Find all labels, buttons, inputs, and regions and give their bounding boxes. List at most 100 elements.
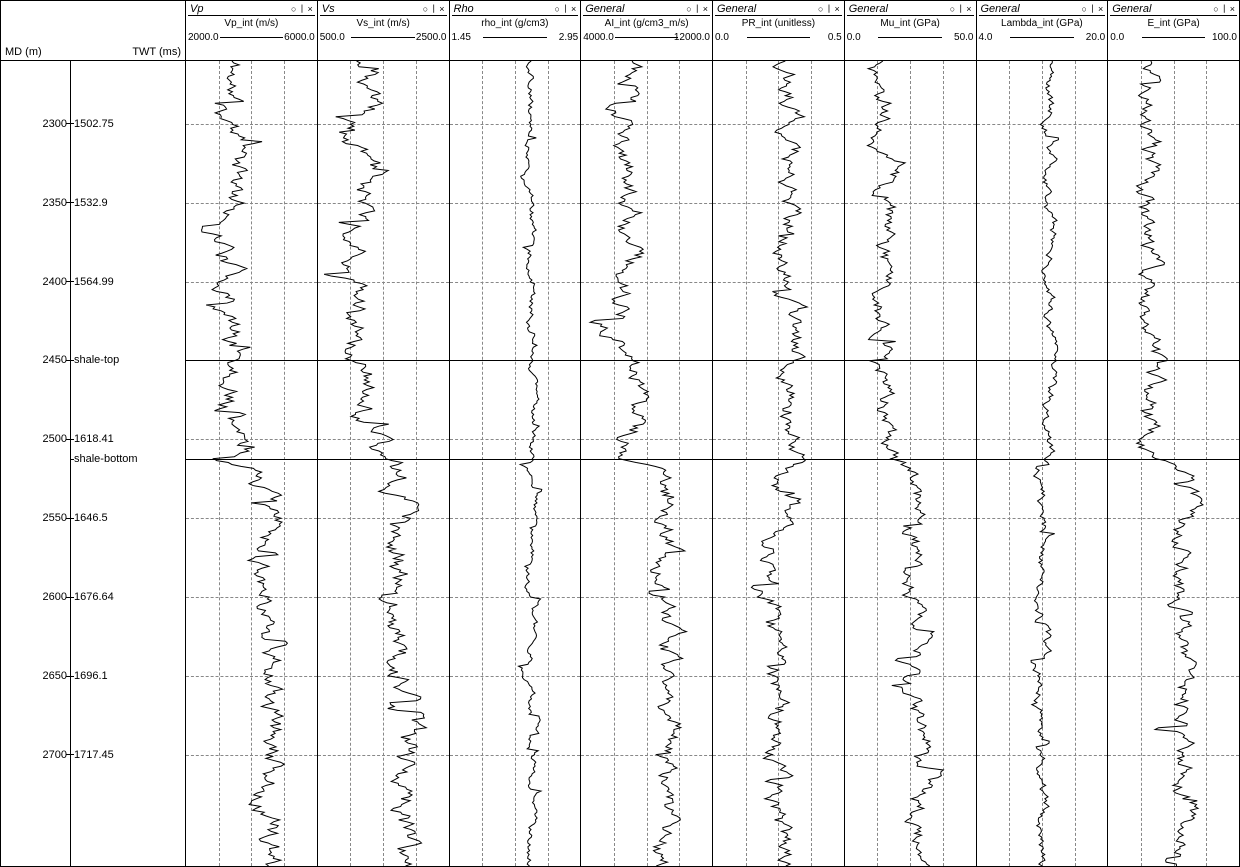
curve-label: Vs_int (m/s) [320, 16, 447, 30]
track-body[interactable] [713, 61, 844, 866]
scale-max: 100.0 [1212, 32, 1237, 43]
scale-min: 4000.0 [583, 32, 614, 43]
curve-label: E_int (GPa) [1110, 16, 1237, 30]
scale-min: 0.0 [1110, 32, 1124, 43]
track-body[interactable] [318, 61, 449, 866]
track-rho_int: Rho ○丨×rho_int (g/cm3) 1.45 2.95 [450, 1, 582, 866]
track-body[interactable] [581, 61, 712, 866]
track-title: Vs [320, 3, 335, 15]
track-body[interactable] [977, 61, 1108, 866]
track-title: General [583, 3, 624, 15]
log-curve [845, 61, 976, 866]
scale-row: 4000.012000.0 [583, 30, 710, 44]
scale-min: 0.0 [847, 32, 861, 43]
scale-max: 6000.0 [284, 32, 315, 43]
track-Vs_int: Vs ○丨×Vs_int (m/s) 500.0 2500.0 [318, 1, 450, 866]
twt-tick: 1618.41 [71, 433, 185, 445]
track-body[interactable] [186, 61, 317, 866]
track-header: General○丨×PR_int (unitless)0.00.5 [713, 1, 844, 61]
track-control-icons[interactable]: ○丨× [686, 2, 710, 15]
scale-row: 0.0 0.5 [715, 30, 842, 44]
twt-tick: 1717.45 [71, 749, 185, 761]
log-curve [581, 61, 712, 866]
track-body[interactable] [845, 61, 976, 866]
track-header: Rho ○丨×rho_int (g/cm3) 1.45 2.95 [450, 1, 581, 61]
track-AI_int: General ○丨×AI_int (g/cm3_m/s)4000.012000.… [581, 1, 713, 866]
track-E_int: General ○丨×E_int (GPa) 0.0 100.0 [1108, 1, 1239, 866]
scale-min: 4.0 [979, 32, 993, 43]
track-title: General [1110, 3, 1151, 15]
track-header: General ○丨×E_int (GPa) 0.0 100.0 [1108, 1, 1239, 61]
track-header: General ○丨×AI_int (g/cm3_m/s)4000.012000.… [581, 1, 712, 61]
depth-column: MD (m) TWT (ms) 2300 2350 2400 2450 2500 2550… [1, 1, 186, 866]
track-control-icons[interactable]: ○丨× [291, 2, 315, 15]
md-label: MD (m) [5, 46, 42, 58]
twt-tick: 1646.5 [71, 512, 185, 524]
md-tick: 2600 [1, 591, 70, 603]
twt-tick: 1502.75 [71, 118, 185, 130]
track-header: Vp ○丨×Vp_int (m/s)2000.06000.0 [186, 1, 317, 61]
scale-row: 0.0 100.0 [1110, 30, 1237, 44]
track-title: Rho [452, 3, 474, 15]
scale-min: 1.45 [452, 32, 471, 43]
scale-row: 500.0 2500.0 [320, 30, 447, 44]
twt-tick: 1564.99 [71, 276, 185, 288]
track-control-icons[interactable]: ○丨× [1213, 2, 1237, 15]
track-PR_int: General○丨×PR_int (unitless)0.00.5 [713, 1, 845, 866]
track-control-icons[interactable]: ○丨× [423, 2, 447, 15]
md-tick: 2350 [1, 197, 70, 209]
track-body[interactable] [1108, 61, 1239, 866]
track-Vp_int: Vp ○丨×Vp_int (m/s)2000.06000.0 [186, 1, 318, 866]
log-curve [713, 61, 844, 866]
md-tick: 2700 [1, 749, 70, 761]
scale-row: 0.0 50.0 [847, 30, 974, 44]
scale-max: 2500.0 [416, 32, 447, 43]
scale-max: 0.5 [828, 32, 842, 43]
md-tick: 2500 [1, 433, 70, 445]
scale-max: 20.0 [1086, 32, 1105, 43]
md-tick: 2400 [1, 276, 70, 288]
track-control-icons[interactable]: ○丨× [555, 2, 579, 15]
track-control-icons[interactable]: ○丨× [950, 2, 974, 15]
track-body[interactable] [450, 61, 581, 866]
track-title: General [979, 3, 1020, 15]
track-header: General ○丨×Lambda_int (GPa) 4.0 20.0 [977, 1, 1108, 61]
scale-max: 2.95 [559, 32, 578, 43]
depth-body: 230023502400245025002550260026502700 150… [1, 61, 185, 866]
curve-label: Vp_int (m/s) [188, 16, 315, 30]
log-curve [186, 61, 317, 866]
md-tick: 2450 [1, 354, 70, 366]
twt-label: TWT (ms) [132, 46, 181, 58]
scale-min: 0.0 [715, 32, 729, 43]
scale-row: 1.45 2.95 [452, 30, 579, 44]
track-title: General [847, 3, 888, 15]
md-tick: 2300 [1, 118, 70, 130]
track-control-icons[interactable]: ○丨× [1082, 2, 1106, 15]
curve-label: Mu_int (GPa) [847, 16, 974, 30]
scale-min: 500.0 [320, 32, 345, 43]
log-curve [450, 61, 581, 866]
scale-row: 4.0 20.0 [979, 30, 1106, 44]
tracks-area: Vp○丨×Vp_int (m/s)2000.06000.0Vs○丨×Vs_int… [186, 1, 1239, 866]
well-log-container: MD (m) TWT (ms) 2300 2350 2400 2450 2500 2550… [0, 0, 1240, 867]
twt-tick: 1696.1 [71, 670, 185, 682]
md-scale-column: 230023502400245025002550260026502700 [1, 61, 71, 866]
track-title: Vp [188, 3, 203, 15]
twt-tick: 1532.9 [71, 197, 185, 209]
scale-row: 2000.06000.0 [188, 30, 315, 44]
curve-label: AI_int (g/cm3_m/s) [583, 16, 710, 30]
md-tick: 2550 [1, 512, 70, 524]
track-Mu_int: General ○丨×Mu_int (GPa) 0.0 50.0 [845, 1, 977, 866]
depth-header: MD (m) TWT (ms) [1, 1, 185, 61]
curve-label: rho_int (g/cm3) [452, 16, 579, 30]
scale-max: 50.0 [954, 32, 973, 43]
curve-label: PR_int (unitless) [715, 16, 842, 30]
twt-tick: shale-bottom [71, 453, 185, 465]
twt-tick: 1676.64 [71, 591, 185, 603]
curve-label: Lambda_int (GPa) [979, 16, 1106, 30]
log-curve [1108, 61, 1239, 866]
track-control-icons[interactable]: ○丨× [818, 2, 842, 15]
log-curve [977, 61, 1108, 866]
twt-scale-column: 1502.751532.91564.99shale-top1618.41shal… [71, 61, 185, 866]
track-header: General ○丨×Mu_int (GPa) 0.0 50.0 [845, 1, 976, 61]
